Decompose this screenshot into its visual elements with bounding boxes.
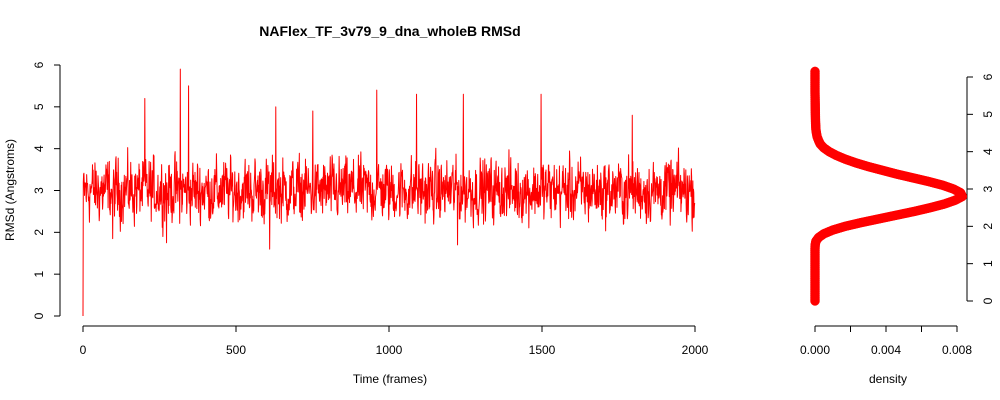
density-y-axis: 0 1 2 3 4 5 6 <box>966 73 995 304</box>
y-tick-label: 6 <box>32 61 46 68</box>
density-y-tick-label: 1 <box>981 260 995 267</box>
x-axis-label: Time (frames) <box>353 372 427 386</box>
x-tick-label: 1000 <box>376 343 403 357</box>
y-axis: 0 1 2 3 4 5 6 <box>32 61 61 319</box>
x-tick-label: 0 <box>80 343 87 357</box>
density-x-axis-label: density <box>869 372 907 386</box>
density-y-tick-label: 4 <box>981 148 995 155</box>
density-y-tick-label: 0 <box>981 297 995 304</box>
x-tick-label: 1500 <box>529 343 556 357</box>
x-tick-label: 500 <box>226 343 246 357</box>
y-axis-label: RMSd (Angstroms) <box>3 139 17 241</box>
x-axis: 0 500 1000 1500 2000 <box>80 325 709 357</box>
y-tick-label: 1 <box>32 271 46 278</box>
density-x-tick-label: 0.008 <box>942 343 972 357</box>
rmsd-series-line <box>82 68 696 317</box>
y-tick-label: 0 <box>32 312 46 319</box>
x-tick-label: 2000 <box>682 343 709 357</box>
density-points <box>810 66 968 306</box>
y-tick-label: 2 <box>32 229 46 236</box>
y-tick-label: 3 <box>32 187 46 194</box>
y-tick-label: 5 <box>32 103 46 110</box>
density-chart: 0.000 0.004 0.008 0 1 2 3 4 5 6 density <box>800 66 995 386</box>
density-point <box>810 66 820 77</box>
density-y-tick-label: 3 <box>981 185 995 192</box>
chart-title: NAFlex_TF_3v79_9_dna_wholeB RMSd <box>259 23 520 39</box>
rmsd-time-series-chart: NAFlex_TF_3v79_9_dna_wholeB RMSd 0 1 2 3 4 5 6… <box>3 23 709 386</box>
density-x-tick-label: 0.000 <box>800 343 830 357</box>
density-y-tick-label: 5 <box>981 111 995 118</box>
density-y-tick-label: 6 <box>981 73 995 80</box>
y-tick-label: 4 <box>32 145 46 152</box>
density-x-tick-label: 0.004 <box>871 343 901 357</box>
density-x-axis: 0.000 0.004 0.008 <box>800 325 972 357</box>
density-y-tick-label: 2 <box>981 223 995 230</box>
